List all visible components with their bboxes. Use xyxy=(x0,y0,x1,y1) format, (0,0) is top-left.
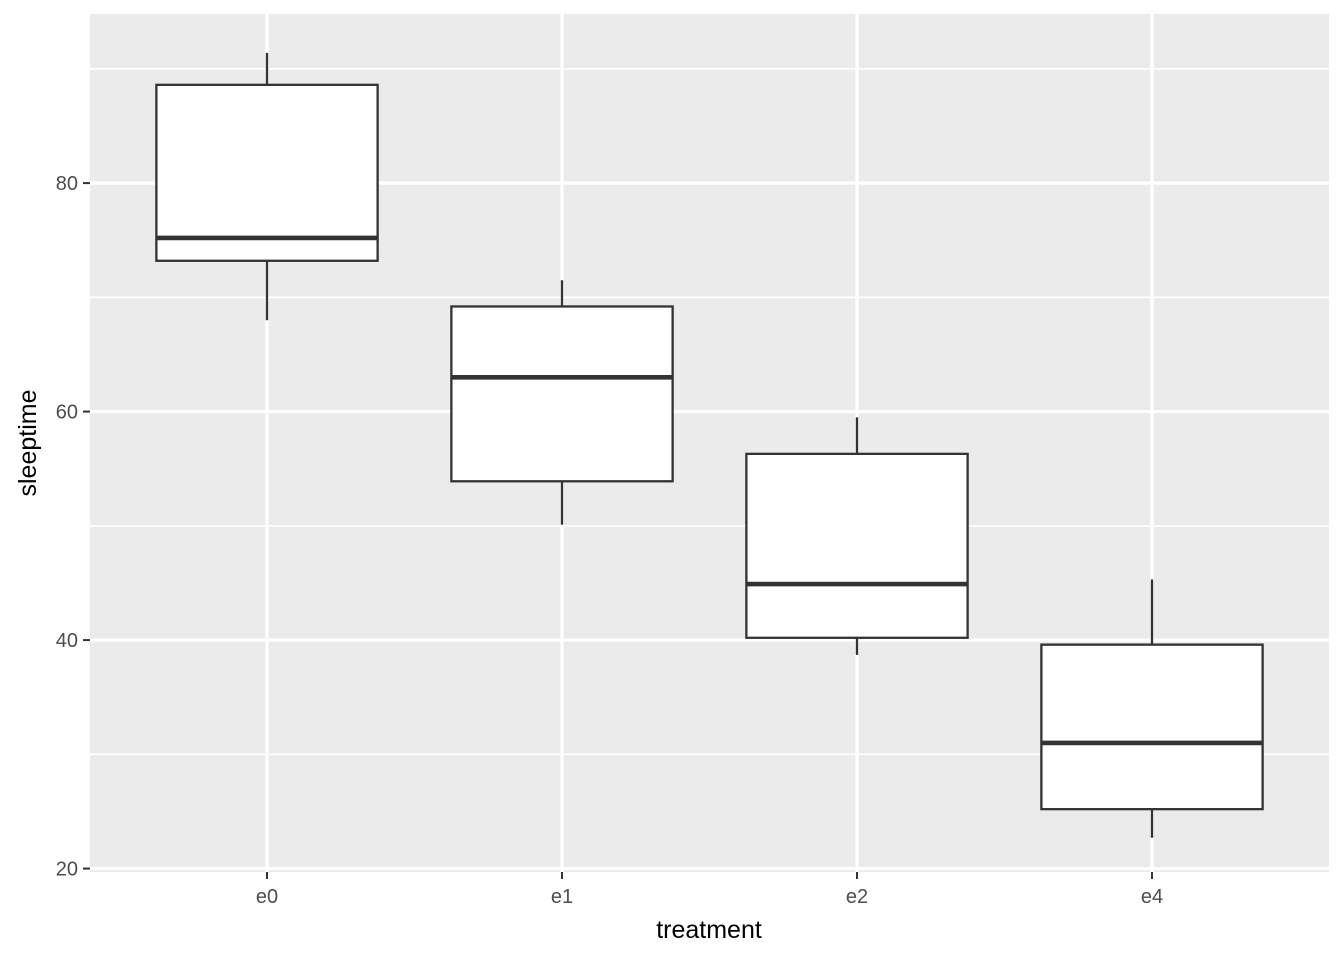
y-tick-label: 60 xyxy=(56,402,78,424)
x-axis-title: treatment xyxy=(656,916,762,944)
iqr-box xyxy=(450,305,674,483)
x-tick-label: e2 xyxy=(846,886,868,908)
iqr-box xyxy=(155,83,379,262)
y-axis-title: sleeptime xyxy=(14,390,42,497)
iqr-box xyxy=(1040,643,1264,811)
x-tick-label: e0 xyxy=(256,886,278,908)
boxplot-e1 xyxy=(450,280,674,525)
x-tick-label: e4 xyxy=(1141,886,1163,908)
axis-layer: 20 40 60 80 e0 e1 e2 e4 xyxy=(56,173,1163,908)
boxplot-e2 xyxy=(745,417,969,655)
y-tick-label: 80 xyxy=(56,173,78,195)
plot-panel xyxy=(90,14,1329,872)
y-tick-label: 40 xyxy=(56,630,78,652)
x-tick-label: e1 xyxy=(551,886,573,908)
iqr-box xyxy=(745,452,969,639)
boxplot-e4 xyxy=(1040,579,1264,838)
boxplot-e0 xyxy=(155,52,379,321)
y-tick-label: 20 xyxy=(56,859,78,881)
